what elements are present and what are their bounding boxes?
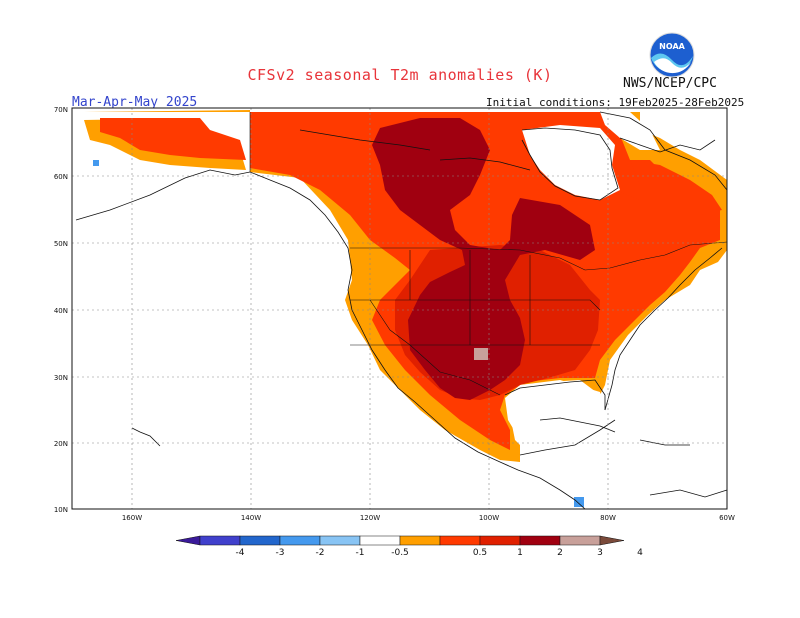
- map-frame: [71, 107, 728, 510]
- longitude-labels: 160W 140W 120W 100W 80W 60W: [122, 514, 735, 522]
- colorbar-label: -0.5: [391, 548, 409, 558]
- lat-label: 70N: [54, 106, 68, 114]
- colorbar-label: 4: [637, 548, 643, 558]
- colorbar-label: 0.5: [473, 548, 487, 558]
- colorbar-swatch: [559, 535, 601, 546]
- colorbar-swatch: [399, 535, 441, 546]
- anomaly-cell-negative: [574, 497, 584, 507]
- colorbar-label: -4: [236, 548, 245, 558]
- colorbar-swatch: [199, 535, 241, 546]
- colorbar-label: 1: [517, 548, 523, 558]
- colorbar-swatch: [519, 535, 561, 546]
- lat-label: 40N: [54, 307, 68, 315]
- political-borders: [249, 112, 728, 396]
- colorbar-swatch: [319, 535, 361, 546]
- lon-label: 100W: [479, 514, 499, 522]
- anomaly-cell-above-4: [474, 348, 488, 360]
- agency-label: NWS/NCEP/CPC: [623, 76, 717, 91]
- water-areas: [72, 112, 727, 509]
- lat-label: 30N: [54, 374, 68, 382]
- noaa-logo: NOAA: [649, 32, 695, 78]
- latitude-labels: 70N 60N 50N 40N 30N 20N 10N: [54, 106, 68, 514]
- lon-label: 60W: [719, 514, 735, 522]
- lat-label: 60N: [54, 173, 68, 181]
- coastlines: [75, 111, 728, 510]
- chart-title: CFSv2 seasonal T2m anomalies (K): [247, 66, 553, 84]
- anomaly-region-maroon: [372, 118, 595, 400]
- colorbar-swatch: [479, 535, 521, 546]
- colorbar-swatch: [359, 535, 401, 546]
- lon-label: 80W: [600, 514, 616, 522]
- colorbar-swatch: [279, 535, 321, 546]
- colorbar-arrow-left: [175, 535, 201, 546]
- lat-label: 50N: [54, 240, 68, 248]
- colorbar-swatch: [239, 535, 281, 546]
- colorbar-label: -1: [356, 548, 365, 558]
- lon-label: 140W: [241, 514, 261, 522]
- colorbar-arrow-right: [599, 535, 625, 546]
- svg-text:NOAA: NOAA: [659, 42, 685, 51]
- graticule: [72, 108, 727, 509]
- colorbar-label: -2: [316, 548, 325, 558]
- colorbar: -4 -3 -2 -1 -0.5 0.5 1 2 3 4: [175, 535, 643, 558]
- lon-label: 120W: [360, 514, 380, 522]
- colorbar-label: 2: [557, 548, 563, 558]
- colorbar-swatch: [439, 535, 481, 546]
- colorbar-label: 3: [597, 548, 603, 558]
- period-label: Mar-Apr-May 2025: [72, 95, 198, 110]
- lat-label: 20N: [54, 440, 68, 448]
- lon-label: 160W: [122, 514, 142, 522]
- lat-label: 10N: [54, 506, 68, 514]
- colorbar-label: -3: [276, 548, 285, 558]
- anomaly-cell-negative: [93, 160, 99, 166]
- initial-conditions-label: Initial conditions: 19Feb2025-28Feb2025: [486, 96, 745, 109]
